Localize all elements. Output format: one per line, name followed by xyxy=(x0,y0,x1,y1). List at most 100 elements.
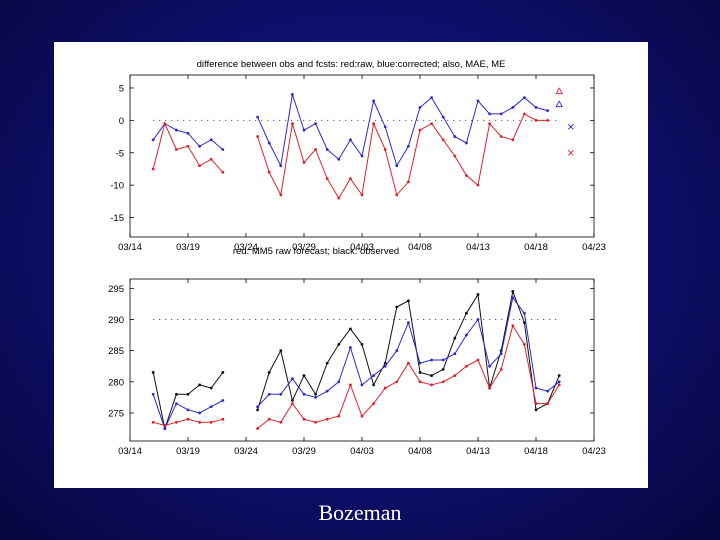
series-line-red-raw xyxy=(152,122,224,173)
data-point-mm5-raw-forecast xyxy=(441,380,445,384)
data-point-observed xyxy=(314,392,317,396)
data-point-mm5-raw-forecast xyxy=(360,414,364,418)
data-point-blue-corrected xyxy=(175,128,178,132)
data-point-observed xyxy=(279,349,283,353)
series-line-blue-corrected xyxy=(257,94,548,168)
data-point-red-raw xyxy=(430,122,433,125)
data-point-mm5-raw-forecast xyxy=(383,386,387,390)
data-point-corrected xyxy=(488,364,491,368)
data-point-corrected xyxy=(221,399,225,402)
x-tick-label: 04/08 xyxy=(408,446,432,457)
x-tick-label: 03/24 xyxy=(234,242,258,253)
data-point-mm5-raw-forecast xyxy=(302,417,306,421)
data-point-blue-corrected xyxy=(546,109,549,113)
data-point-mm5-raw-forecast xyxy=(151,420,155,424)
data-point-mm5-raw-forecast xyxy=(395,380,399,384)
data-point-red-raw xyxy=(395,193,399,197)
data-point-blue-corrected xyxy=(488,112,491,116)
data-point-mm5-raw-forecast xyxy=(256,427,259,430)
data-point-blue-corrected xyxy=(209,138,213,142)
figure-panel: difference between obs and fcsts: red:ra… xyxy=(54,42,648,488)
data-point-red-raw xyxy=(186,144,190,148)
x-tick-label: 04/23 xyxy=(582,242,606,253)
data-point-blue-corrected xyxy=(302,128,306,132)
data-point-red-raw xyxy=(279,193,283,197)
data-point-corrected xyxy=(325,389,329,393)
data-point-red-raw xyxy=(418,128,422,132)
x-tick-label: 04/23 xyxy=(582,446,606,457)
x-tick-label: 04/13 xyxy=(466,446,490,457)
data-point-blue-corrected xyxy=(221,148,225,151)
x-tick-label: 03/29 xyxy=(292,446,316,457)
data-point-observed xyxy=(325,361,329,365)
data-point-corrected xyxy=(465,333,468,337)
data-point-red-raw xyxy=(175,148,178,151)
data-point-blue-corrected xyxy=(453,135,457,138)
data-point-red-raw xyxy=(256,135,259,138)
data-point-observed xyxy=(151,371,155,374)
data-point-corrected xyxy=(360,383,364,387)
data-point-mm5-raw-forecast xyxy=(453,374,457,377)
data-point-mm5-raw-forecast xyxy=(291,402,294,406)
x-tick-label: 03/19 xyxy=(176,446,200,457)
data-point-blue-corrected xyxy=(395,164,399,168)
data-point-blue-corrected xyxy=(151,138,155,142)
data-point-corrected xyxy=(546,389,549,393)
summary-marker-mae-corrected xyxy=(555,100,563,108)
data-point-corrected xyxy=(267,392,271,396)
data-point-mm5-raw-forecast xyxy=(314,420,317,424)
data-point-mm5-raw-forecast xyxy=(267,417,271,421)
data-point-mm5-raw-forecast xyxy=(198,420,202,424)
data-point-corrected xyxy=(407,321,410,325)
series-line-red-raw xyxy=(257,113,548,200)
data-point-red-raw xyxy=(360,193,364,197)
x-tick-label: 04/03 xyxy=(350,242,374,253)
data-point-observed xyxy=(430,374,433,377)
data-point-observed xyxy=(175,392,178,396)
data-point-mm5-raw-forecast xyxy=(372,402,375,406)
data-point-red-raw xyxy=(488,122,491,125)
bottom-chart: 03/14 03/19 03/24 03/29 04/03 04/08 04/13 04/18… xyxy=(108,278,606,457)
data-point-corrected xyxy=(291,377,294,381)
data-point-corrected xyxy=(209,405,213,409)
data-point-blue-corrected xyxy=(314,122,317,125)
data-point-corrected xyxy=(302,392,306,396)
data-point-mm5-raw-forecast xyxy=(557,383,561,387)
data-point-blue-corrected xyxy=(349,138,352,142)
data-point-corrected xyxy=(175,402,178,406)
data-point-blue-corrected xyxy=(418,106,422,109)
data-point-corrected xyxy=(198,411,202,415)
data-point-observed xyxy=(349,327,352,331)
x-tick-label: 04/13 xyxy=(466,242,490,253)
data-point-corrected xyxy=(557,380,561,384)
data-point-mm5-raw-forecast xyxy=(279,420,283,424)
data-point-mm5-raw-forecast xyxy=(511,324,515,328)
data-point-mm5-raw-forecast xyxy=(499,367,503,371)
data-point-mm5-raw-forecast xyxy=(534,402,538,406)
data-point-observed xyxy=(256,408,259,412)
data-point-red-raw xyxy=(534,118,538,122)
data-point-red-raw xyxy=(198,164,202,168)
data-point-red-raw xyxy=(163,122,167,125)
data-point-mm5-raw-forecast xyxy=(418,380,422,384)
data-point-corrected xyxy=(314,395,317,399)
data-point-red-raw xyxy=(383,148,387,151)
y-tick-label: 295 xyxy=(108,284,124,295)
data-point-corrected xyxy=(279,392,283,396)
data-point-blue-corrected xyxy=(383,125,387,129)
data-point-red-raw xyxy=(349,177,352,181)
data-point-observed xyxy=(465,311,468,315)
data-point-mm5-raw-forecast xyxy=(337,414,341,418)
data-point-observed xyxy=(221,371,225,374)
data-point-mm5-raw-forecast xyxy=(186,417,190,421)
series-line-corrected xyxy=(257,296,560,408)
data-point-corrected xyxy=(476,318,480,321)
slide-caption: Bozeman xyxy=(318,500,402,525)
data-point-mm5-raw-forecast xyxy=(325,417,329,421)
data-point-observed xyxy=(186,392,190,396)
data-point-observed xyxy=(209,386,213,390)
data-point-red-raw xyxy=(267,170,271,174)
data-point-observed xyxy=(511,290,515,293)
data-point-red-raw xyxy=(314,148,317,151)
data-point-corrected xyxy=(383,364,387,368)
